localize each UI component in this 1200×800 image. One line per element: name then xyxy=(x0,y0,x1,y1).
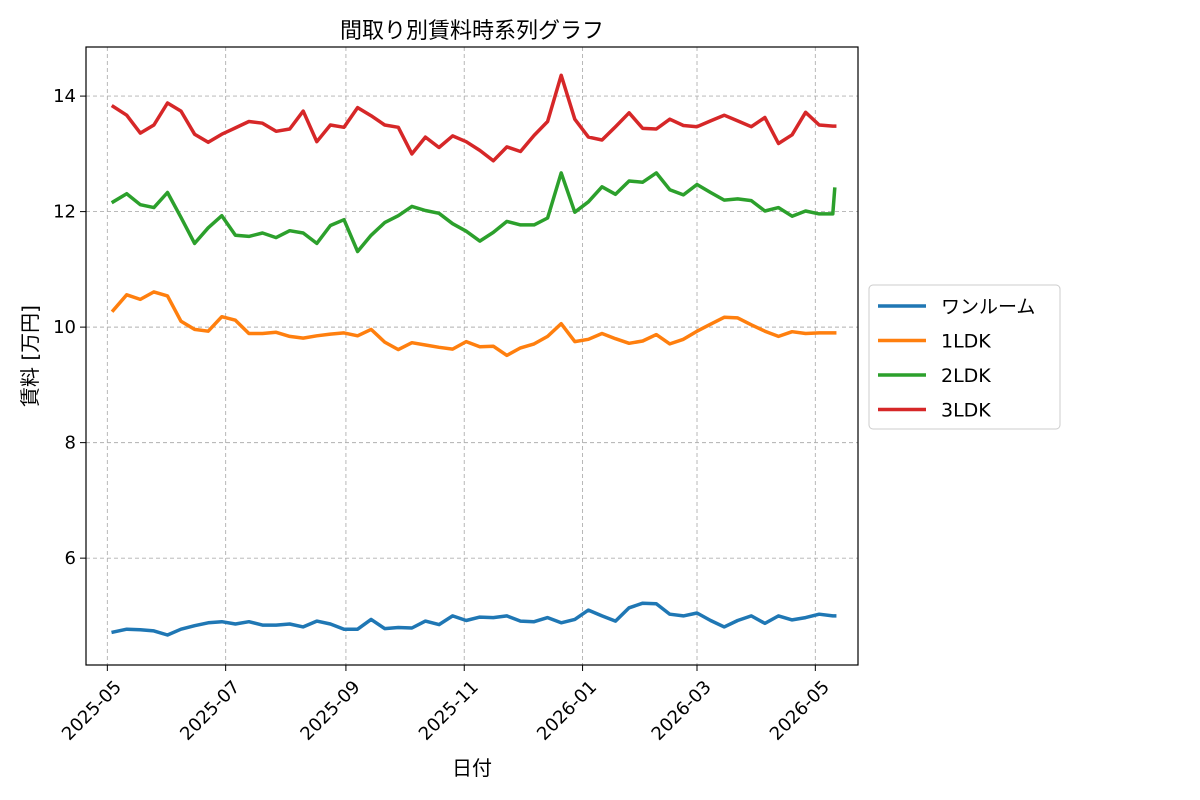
x-tick-label: 2026-05 xyxy=(766,677,834,745)
grid xyxy=(86,47,858,665)
chart-title: 間取り別賃料時系列グラフ xyxy=(340,19,604,44)
x-tick-label: 2025-07 xyxy=(176,677,244,745)
legend-label: 1LDK xyxy=(941,331,991,353)
x-tick-label: 2025-09 xyxy=(296,677,364,745)
y-tick-label: 8 xyxy=(65,433,76,454)
x-tick-label: 2025-05 xyxy=(58,677,126,745)
legend: ワンルーム 1LDK 2LDK 3LDK xyxy=(868,284,1061,430)
x-tick-label: 2026-01 xyxy=(533,677,601,745)
y-tick-label: 12 xyxy=(53,202,76,223)
y-tick-label: 10 xyxy=(53,317,76,338)
plot-area-frame xyxy=(85,46,859,666)
axis-ticks: 2025-05 2025-07 2025-09 2025-11 2026-01 2026-… xyxy=(53,86,834,745)
y-tick-label: 6 xyxy=(65,548,76,569)
legend-box xyxy=(868,284,1061,430)
series-lines xyxy=(110,73,837,637)
y-axis-title: 賃料 [万円] xyxy=(18,305,42,407)
series-line xyxy=(110,73,837,163)
legend-label: 3LDK xyxy=(941,400,991,422)
y-tick-label: 14 xyxy=(53,86,76,107)
legend-label: 2LDK xyxy=(941,365,991,387)
x-axis-title: 日付 xyxy=(452,756,492,780)
series-line xyxy=(111,601,837,637)
series-line xyxy=(110,290,837,358)
series-line xyxy=(110,171,837,254)
x-tick-label: 2025-11 xyxy=(415,677,483,745)
x-tick-label: 2026-03 xyxy=(648,677,716,745)
legend-label: ワンルーム xyxy=(941,296,1035,318)
